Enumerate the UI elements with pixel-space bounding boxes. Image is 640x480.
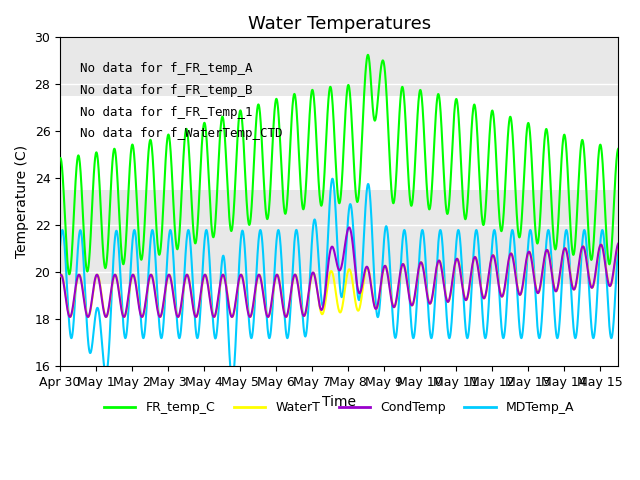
Title: Water Temperatures: Water Temperatures xyxy=(248,15,431,33)
Bar xyxy=(60,190,618,284)
Text: No data for f_WaterTemp_CTD: No data for f_WaterTemp_CTD xyxy=(80,127,282,140)
Bar xyxy=(60,37,618,96)
X-axis label: Time: Time xyxy=(322,395,356,408)
Text: No data for f_FR_temp_A: No data for f_FR_temp_A xyxy=(80,62,253,75)
Legend: FR_temp_C, WaterT, CondTemp, MDTemp_A: FR_temp_C, WaterT, CondTemp, MDTemp_A xyxy=(99,396,579,420)
Y-axis label: Temperature (C): Temperature (C) xyxy=(15,145,29,258)
Text: No data for f_FR_temp_B: No data for f_FR_temp_B xyxy=(80,84,253,97)
Text: No data for f_FR_Temp_1: No data for f_FR_Temp_1 xyxy=(80,106,253,119)
